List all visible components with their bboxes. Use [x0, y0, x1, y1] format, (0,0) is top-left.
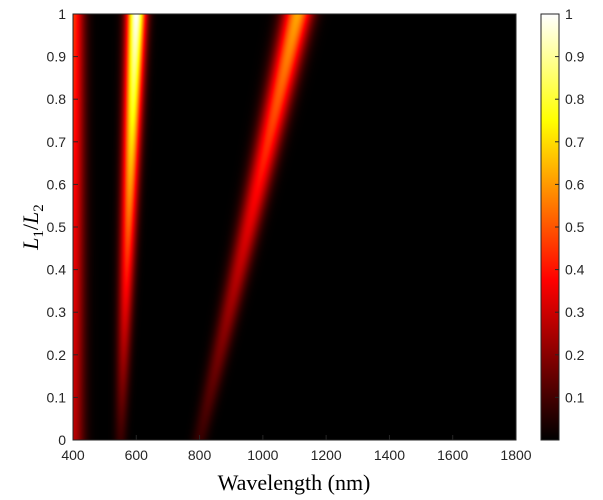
y-tick-label: 0.7 [47, 134, 67, 150]
colorbar-tick-label: 0.9 [565, 49, 585, 65]
y-tick-label: 0.8 [47, 91, 67, 107]
colorbar-tick-label: 0.2 [565, 347, 585, 363]
y-axis-ticks: 0 0.1 0.2 0.3 0.4 0.5 0.6 0.7 0.8 0.9 1 [47, 6, 78, 448]
y-tick-label: 0.3 [47, 304, 67, 320]
y-tick-label: 0.4 [47, 262, 67, 278]
colorbar-tick-label: 0.6 [565, 176, 585, 192]
x-tick-label: 1800 [500, 447, 531, 463]
colorbar-tick-label: 0.1 [565, 389, 585, 405]
colorbar-tick-label: 0.5 [565, 219, 585, 235]
y-tick-label: 0.5 [47, 219, 67, 235]
colorbar-tick-label: 0.4 [565, 262, 585, 278]
x-tick-label: 1200 [311, 447, 342, 463]
x-tick-label: 1000 [247, 447, 278, 463]
colorbar-tick-label: 0.3 [565, 304, 585, 320]
y-tick-label: 0 [58, 432, 66, 448]
x-tick-label: 800 [188, 447, 212, 463]
y-tick-label: 0.2 [47, 347, 67, 363]
colorbar-ticks: 0.1 0.2 0.3 0.4 0.5 0.6 0.7 0.8 0.9 1 [555, 6, 585, 405]
colorbar-tick-label: 1 [565, 6, 573, 22]
x-tick-label: 1400 [374, 447, 405, 463]
y-tick-label: 0.1 [47, 389, 67, 405]
colorbar-tick-label: 0.8 [565, 91, 585, 107]
heatmap-plot-area [73, 14, 516, 440]
colorbar-tick-label: 0.7 [565, 134, 585, 150]
x-tick-label: 600 [125, 447, 149, 463]
y-tick-label: 1 [58, 6, 66, 22]
x-tick-label: 400 [61, 447, 85, 463]
x-tick-label: 1600 [437, 447, 468, 463]
y-axis-label: L1/L2 [18, 204, 47, 251]
y-tick-label: 0.9 [47, 49, 67, 65]
x-axis-ticks: 400 600 800 1000 1200 1400 1600 1800 [61, 435, 532, 463]
x-axis-label: Wavelength (nm) [218, 470, 371, 495]
y-tick-label: 0.6 [47, 176, 67, 192]
